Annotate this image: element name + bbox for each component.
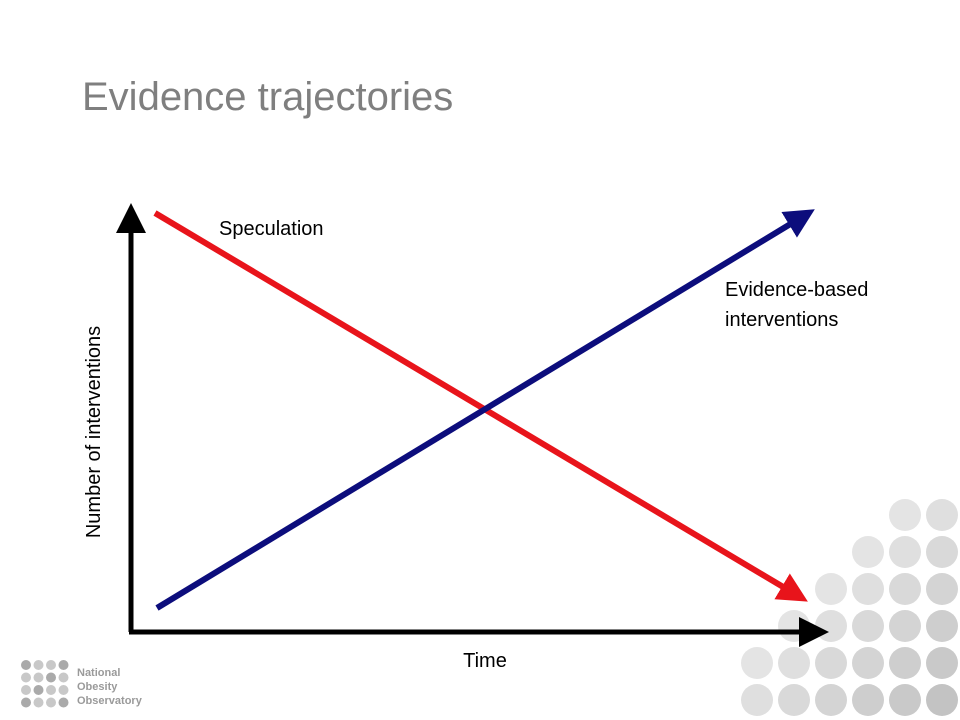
- dot: [889, 647, 921, 679]
- dot: [21, 672, 31, 683]
- dot: [815, 647, 847, 679]
- logo-text: National: [77, 667, 120, 679]
- y-axis-label: Number of interventions: [83, 326, 105, 538]
- evidence-label: interventions: [725, 309, 838, 331]
- dot: [926, 536, 958, 568]
- logo-text: Obesity: [77, 681, 118, 693]
- dot: [46, 685, 56, 695]
- dot: [46, 660, 56, 670]
- dot: [815, 684, 847, 716]
- dot: [926, 573, 958, 605]
- dot: [778, 647, 810, 679]
- dot: [852, 684, 884, 716]
- dot: [815, 610, 847, 642]
- dot: [852, 610, 884, 642]
- dot: [21, 660, 31, 670]
- dot: [33, 660, 44, 670]
- slide-title: Evidence trajectories: [82, 75, 453, 119]
- evidence-line: [155, 209, 815, 611]
- dot: [778, 684, 810, 716]
- x-axis-label: Time: [463, 650, 507, 672]
- dot: [21, 685, 31, 695]
- dot: [58, 672, 69, 683]
- dot: [741, 684, 773, 716]
- dot: [852, 573, 884, 605]
- dot: [815, 573, 847, 605]
- dot: [926, 610, 958, 642]
- speculation-label: Speculation: [219, 218, 324, 240]
- dot: [58, 685, 69, 695]
- dot: [889, 499, 921, 531]
- dot: [46, 672, 56, 683]
- logo-dots: [21, 660, 69, 708]
- dot: [852, 647, 884, 679]
- dot: [926, 499, 958, 531]
- logo-text: Observatory: [77, 695, 143, 707]
- dot: [741, 647, 773, 679]
- dot: [852, 536, 884, 568]
- background-dots: [741, 499, 958, 716]
- dot: [926, 684, 958, 716]
- dot: [889, 610, 921, 642]
- dot: [58, 660, 69, 670]
- dot: [58, 697, 69, 708]
- dot: [889, 684, 921, 716]
- dot: [46, 697, 56, 708]
- dot: [33, 672, 44, 683]
- speculation-line: [153, 210, 808, 602]
- dot: [778, 610, 810, 642]
- evidence-label: Evidence-based: [725, 279, 868, 301]
- dot: [889, 536, 921, 568]
- dot: [33, 685, 44, 695]
- dot: [926, 647, 958, 679]
- dot: [33, 697, 44, 708]
- dot: [889, 573, 921, 605]
- dot: [21, 697, 31, 708]
